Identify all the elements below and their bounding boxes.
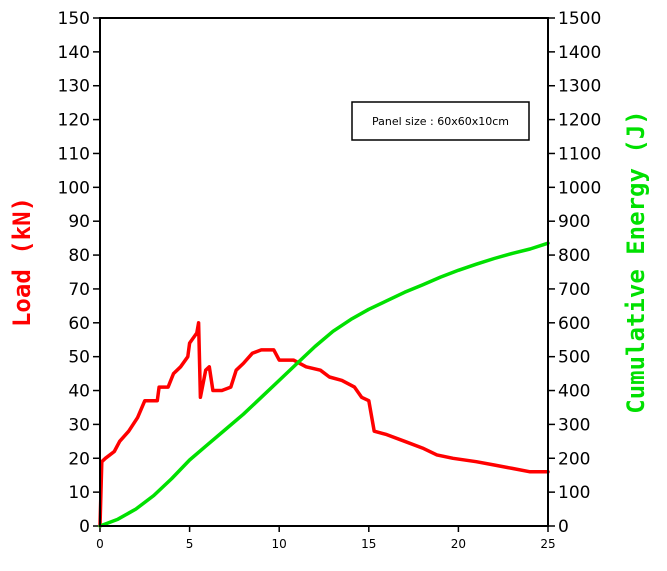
left-tick-label: 60 (68, 314, 90, 334)
left-tick-label: 70 (68, 280, 90, 300)
left-tick-label: 20 (68, 449, 90, 469)
left-tick-label: 40 (68, 382, 90, 402)
right-tick-label: 300 (558, 415, 590, 435)
left-tick-label: 90 (68, 212, 90, 232)
x-tick-label: 0 (96, 537, 104, 551)
x-tick-label: 20 (451, 537, 466, 551)
right-tick-label: 1200 (558, 111, 601, 131)
left-tick-label: 30 (68, 415, 90, 435)
left-tick-label: 130 (58, 77, 90, 97)
left-tick-label: 100 (58, 178, 90, 198)
left-tick-label: 140 (58, 43, 90, 63)
plot-frame (99, 17, 549, 527)
right-tick-label: 200 (558, 449, 590, 469)
right-axis-ticks: 0 100 200 300 400 500 600 700 800 900 1000 1100 1200… (548, 9, 601, 537)
right-tick-label: 1300 (558, 77, 601, 97)
left-tick-label: 0 (79, 517, 90, 537)
left-tick-label: 80 (68, 246, 90, 266)
x-tick-label: 15 (361, 537, 376, 551)
x-axis-ticks: 0 5 10 15 20 25 (96, 526, 556, 551)
right-tick-label: 900 (558, 212, 590, 232)
annotation-box (351, 101, 530, 141)
left-tick-label: 10 (68, 483, 90, 503)
left-tick-label: 50 (68, 348, 90, 368)
right-tick-label: 400 (558, 382, 590, 402)
left-tick-label: 150 (58, 9, 90, 29)
y-axis-right-label: Cumulative Energy (J) (622, 110, 650, 413)
legend-annotation: Panel size : 60x60x10cm (351, 101, 530, 141)
right-tick-label: 1100 (558, 144, 601, 164)
x-tick-label: 5 (186, 537, 194, 551)
right-tick-label: 500 (558, 348, 590, 368)
left-tick-label: 120 (58, 111, 90, 131)
right-tick-label: 0 (558, 517, 569, 537)
series-line-energy (98, 241, 550, 528)
x-tick-label: 10 (272, 537, 287, 551)
series-line-load (98, 321, 550, 528)
right-tick-label: 1000 (558, 178, 601, 198)
right-tick-label: 600 (558, 314, 590, 334)
right-tick-label: 1500 (558, 9, 601, 29)
right-tick-label: 100 (558, 483, 590, 503)
right-tick-label: 800 (558, 246, 590, 266)
series-layer (98, 241, 550, 528)
left-tick-label: 110 (58, 144, 90, 164)
left-axis-ticks: 0 10 20 30 40 50 60 70 80 90 100 110 120 130 140 150 (58, 9, 100, 537)
y-axis-left-label: Load (kN) (8, 197, 36, 327)
right-tick-label: 700 (558, 280, 590, 300)
annotation-text: Panel size : 60x60x10cm (372, 115, 509, 128)
right-tick-label: 1400 (558, 43, 601, 63)
x-tick-label: 25 (540, 537, 555, 551)
